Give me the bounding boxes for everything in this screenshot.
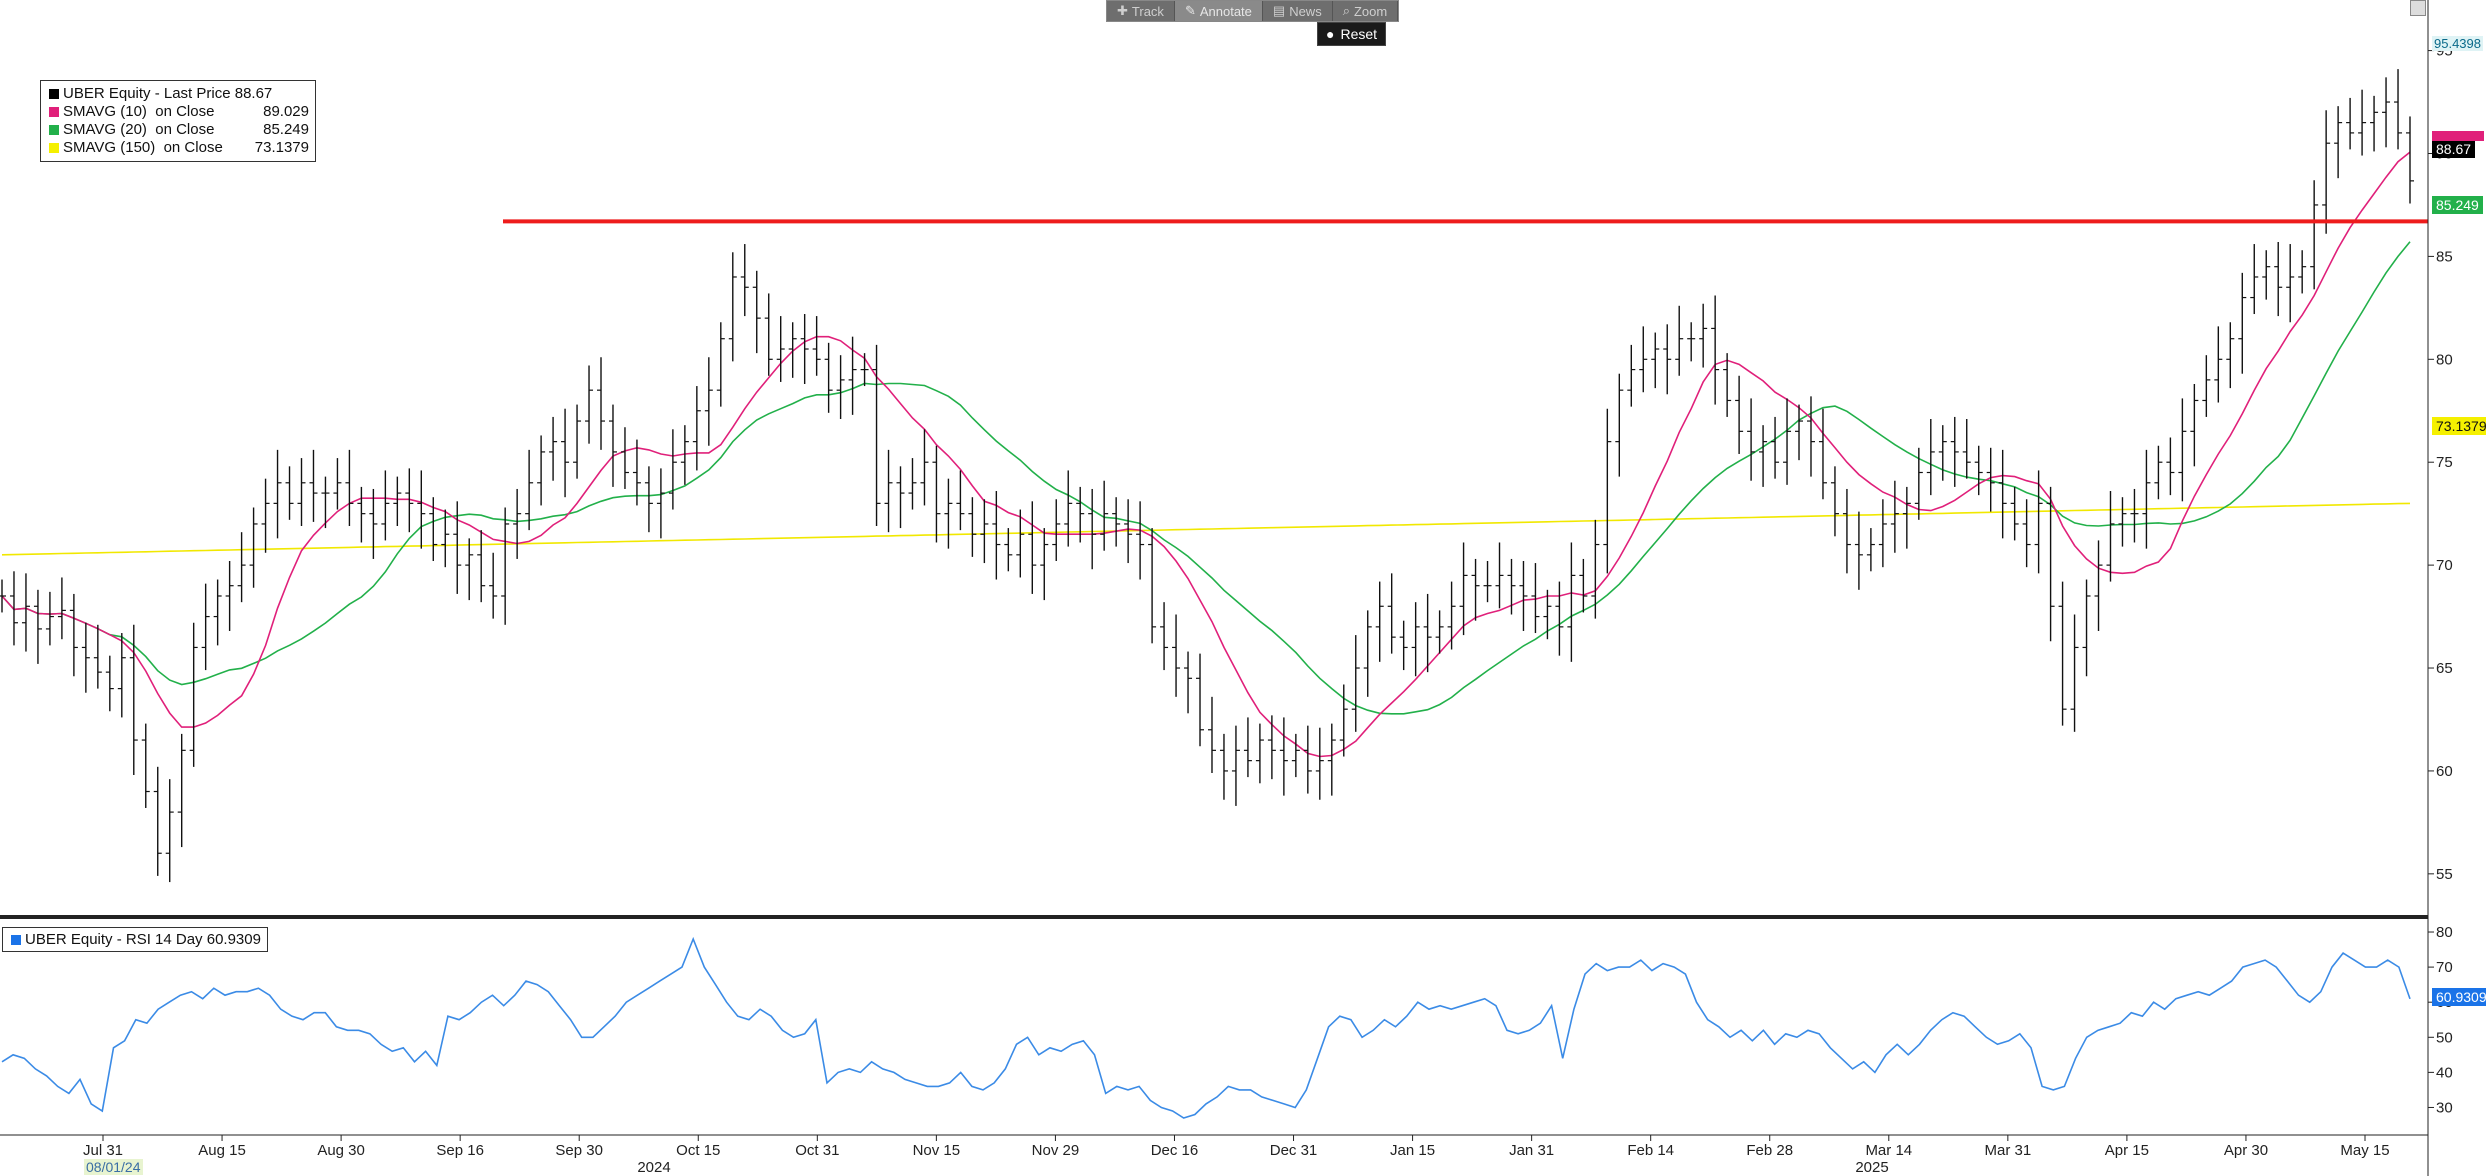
date-badge: 08/01/24: [84, 1159, 143, 1175]
time-tick-label: Oct 15: [676, 1142, 720, 1159]
legend-label: SMAVG (20) on Close: [63, 121, 215, 138]
year-label: 2025: [1855, 1159, 1888, 1176]
rsi-legend[interactable]: UBER Equity - RSI 14 Day 60.9309: [2, 927, 268, 952]
rsi-tick-label: 40: [2436, 1064, 2453, 1081]
time-tick-label: Aug 30: [317, 1142, 365, 1159]
sma10-swatch: [49, 107, 59, 117]
sma20-line: [1, 241, 2411, 715]
legend-sma10[interactable]: SMAVG (10) on Close 89.029: [47, 103, 309, 121]
rsi-swatch: [11, 934, 21, 945]
time-tick-label: Oct 31: [795, 1142, 839, 1159]
time-tick-label: Dec 31: [1270, 1142, 1318, 1159]
sma20-series: [1, 241, 2411, 715]
time-tick-label: Dec 16: [1151, 1142, 1199, 1159]
sma150-swatch: [49, 143, 59, 153]
track-button[interactable]: ✚ Track: [1107, 1, 1175, 21]
sma10-series: [1, 151, 2411, 758]
time-tick-label: Feb 28: [1746, 1142, 1793, 1159]
price-legend: UBER Equity - Last Price 88.67 SMAVG (10…: [40, 80, 316, 162]
sma20-tag: 85.249: [2432, 196, 2483, 214]
time-tick-label: Apr 30: [2224, 1142, 2268, 1159]
price-bars: [0, 69, 2414, 883]
track-icon: ✚: [1117, 3, 1128, 18]
year-label: 2024: [637, 1159, 670, 1176]
legend-sma150[interactable]: SMAVG (150) on Close 73.1379: [47, 139, 309, 157]
time-tick-label: Apr 15: [2105, 1142, 2149, 1159]
rsi-line: [1, 936, 2411, 1119]
reset-label: Reset: [1340, 26, 1378, 42]
legend-value: 88.67: [234, 85, 273, 102]
time-tick-label: May 15: [2340, 1142, 2389, 1159]
time-tick-label: Nov 29: [1032, 1142, 1080, 1159]
legend-last-price[interactable]: UBER Equity - Last Price 88.67: [47, 85, 309, 103]
time-tick-label: Nov 15: [913, 1142, 961, 1159]
magnifier-icon: ⌕: [1342, 3, 1350, 18]
time-tick-label: Jan 15: [1390, 1142, 1435, 1159]
price-tick-label: 85: [2436, 248, 2453, 265]
news-icon: ▤: [1272, 3, 1286, 18]
time-tick-label: Feb 14: [1627, 1142, 1674, 1159]
news-button[interactable]: ▤ News: [1263, 1, 1333, 21]
time-tick-label: Aug 15: [198, 1142, 246, 1159]
pencil-icon: ✎: [1184, 3, 1196, 18]
price-tick-label: 80: [2436, 351, 2453, 368]
sma150-line: [1, 502, 2411, 556]
sma150-series: [1, 502, 2411, 556]
legend-label: UBER Equity - Last Price: [63, 85, 231, 102]
time-tick-label: Jul 31: [83, 1142, 123, 1159]
legend-value: 85.249: [263, 121, 309, 138]
news-label: News: [1289, 3, 1322, 19]
rsi-series: [1, 936, 2411, 1119]
legend-value: 73.1379: [254, 139, 309, 156]
track-label: Track: [1131, 3, 1164, 19]
rsi-legend-label: UBER Equity - RSI 14 Day: [25, 931, 203, 948]
rsi-tick-label: 30: [2436, 1099, 2453, 1116]
time-tick-label: Jan 31: [1509, 1142, 1554, 1159]
zoom-button[interactable]: ⌕ Zoom: [1333, 1, 1399, 21]
legend-label: SMAVG (150) on Close: [63, 139, 223, 156]
legend-sma20[interactable]: SMAVG (20) on Close 85.249: [47, 121, 309, 139]
annotate-label: Annotate: [1199, 3, 1252, 19]
price-tick-label: 55: [2436, 866, 2453, 883]
chart-toolbar: ✚ Track ✎ Annotate ▤ News ⌕ Zoom: [1106, 0, 1400, 22]
time-tick-label: Sep 30: [555, 1142, 603, 1159]
last-price-swatch: [49, 89, 59, 99]
reset-icon: ●: [1326, 26, 1335, 42]
sma10-tag: [2432, 131, 2484, 141]
zoom-label: Zoom: [1353, 3, 1388, 19]
high-price-tag: 95.4398: [2432, 36, 2483, 51]
rsi-tag: 60.9309: [2432, 988, 2486, 1006]
rsi-tick-label: 70: [2436, 959, 2453, 976]
time-tick-label: Mar 31: [1984, 1142, 2031, 1159]
sma10-line: [1, 151, 2411, 758]
price-tick-label: 75: [2436, 454, 2453, 471]
rsi-legend-value: 60.9309: [206, 931, 261, 948]
time-tick-label: Sep 16: [436, 1142, 484, 1159]
rsi-tick-label: 80: [2436, 924, 2453, 941]
last-price-tag: 88.67: [2432, 140, 2476, 158]
price-tick-label: 60: [2436, 763, 2453, 780]
chart-settings-icon[interactable]: [2410, 0, 2426, 16]
rsi-tick-label: 50: [2436, 1029, 2453, 1046]
legend-value: 89.029: [263, 103, 309, 120]
price-tick-label: 70: [2436, 557, 2453, 574]
price-tick-label: 65: [2436, 660, 2453, 677]
reset-button[interactable]: ● Reset: [1317, 22, 1387, 46]
sma150-tag: 73.1379: [2432, 417, 2486, 435]
legend-label: SMAVG (10) on Close: [63, 103, 215, 120]
annotate-button[interactable]: ✎ Annotate: [1174, 1, 1263, 21]
sma20-swatch: [49, 125, 59, 135]
time-tick-label: Mar 14: [1865, 1142, 1912, 1159]
